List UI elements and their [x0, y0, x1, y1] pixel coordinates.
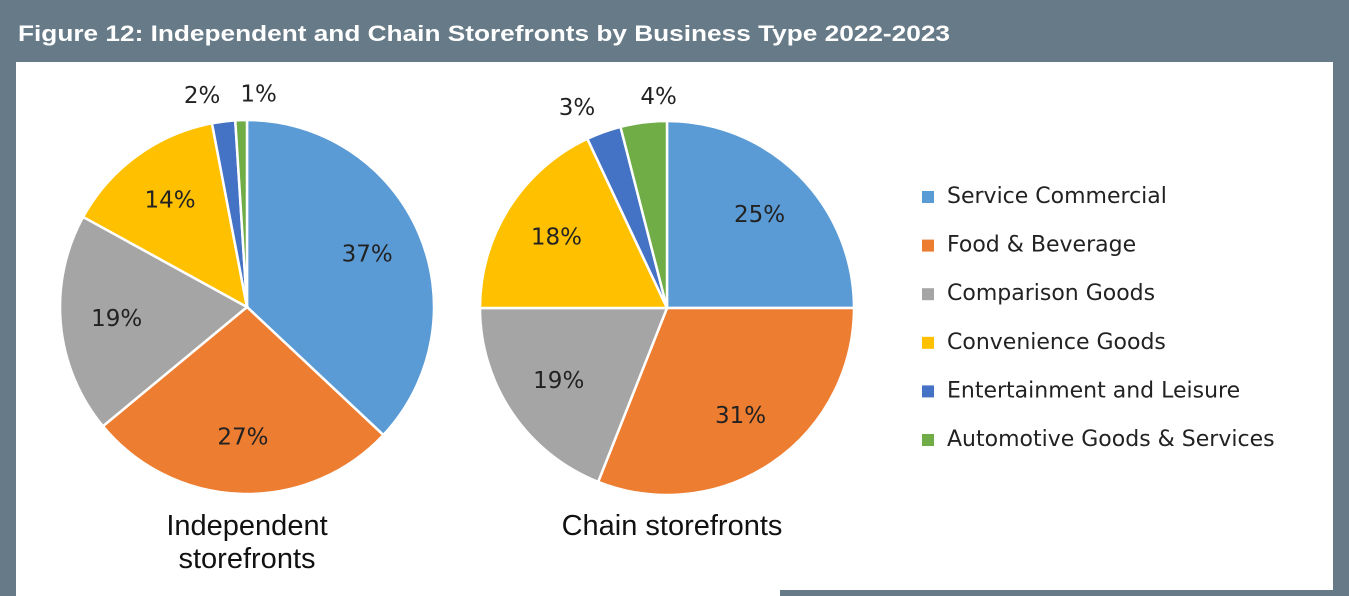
legend-label: Food & Beverage — [947, 233, 1136, 258]
pie-slice — [596, 306, 856, 497]
pie-caption: Independent storefronts — [166, 510, 328, 575]
pie-slice — [478, 306, 669, 484]
pie-slice — [81, 121, 249, 310]
legend-label: Entertainment and Leisure — [947, 378, 1240, 403]
legend-label: Automotive Goods & Services — [947, 427, 1275, 452]
data-label: 19% — [533, 368, 584, 394]
data-label: 3% — [559, 95, 596, 121]
pie-slice — [233, 118, 249, 308]
data-label: 25% — [734, 202, 785, 228]
pie-slice — [58, 215, 250, 428]
pie-slice — [245, 118, 436, 437]
data-label: 2% — [184, 83, 221, 109]
chart-title: Figure 12: Independent and Chain Storefr… — [18, 21, 950, 46]
data-label: 27% — [217, 424, 268, 450]
legend-swatch — [922, 191, 934, 203]
data-label: 18% — [531, 224, 582, 250]
pie-caption: Chain storefronts — [561, 510, 783, 542]
legend-label: Comparison Goods — [947, 281, 1155, 306]
data-label: 14% — [144, 188, 195, 214]
legend-swatch — [922, 336, 934, 349]
legend-swatch — [922, 239, 934, 252]
data-label: 37% — [342, 242, 393, 268]
data-label: 1% — [240, 82, 277, 108]
legend-label: Service Commercial — [947, 184, 1167, 209]
legend-swatch — [922, 385, 934, 398]
pie-slice — [478, 137, 669, 310]
pie-slice — [101, 305, 386, 496]
data-label: 4% — [640, 84, 677, 110]
legend-swatch — [922, 288, 934, 301]
legend-swatch — [922, 434, 934, 446]
frame-edge — [780, 590, 1333, 596]
legend-label: Convenience Goods — [947, 330, 1166, 355]
data-label: 19% — [91, 306, 142, 332]
pie-slice — [618, 119, 669, 309]
pie-slice — [665, 119, 856, 310]
data-label: 31% — [715, 403, 766, 429]
